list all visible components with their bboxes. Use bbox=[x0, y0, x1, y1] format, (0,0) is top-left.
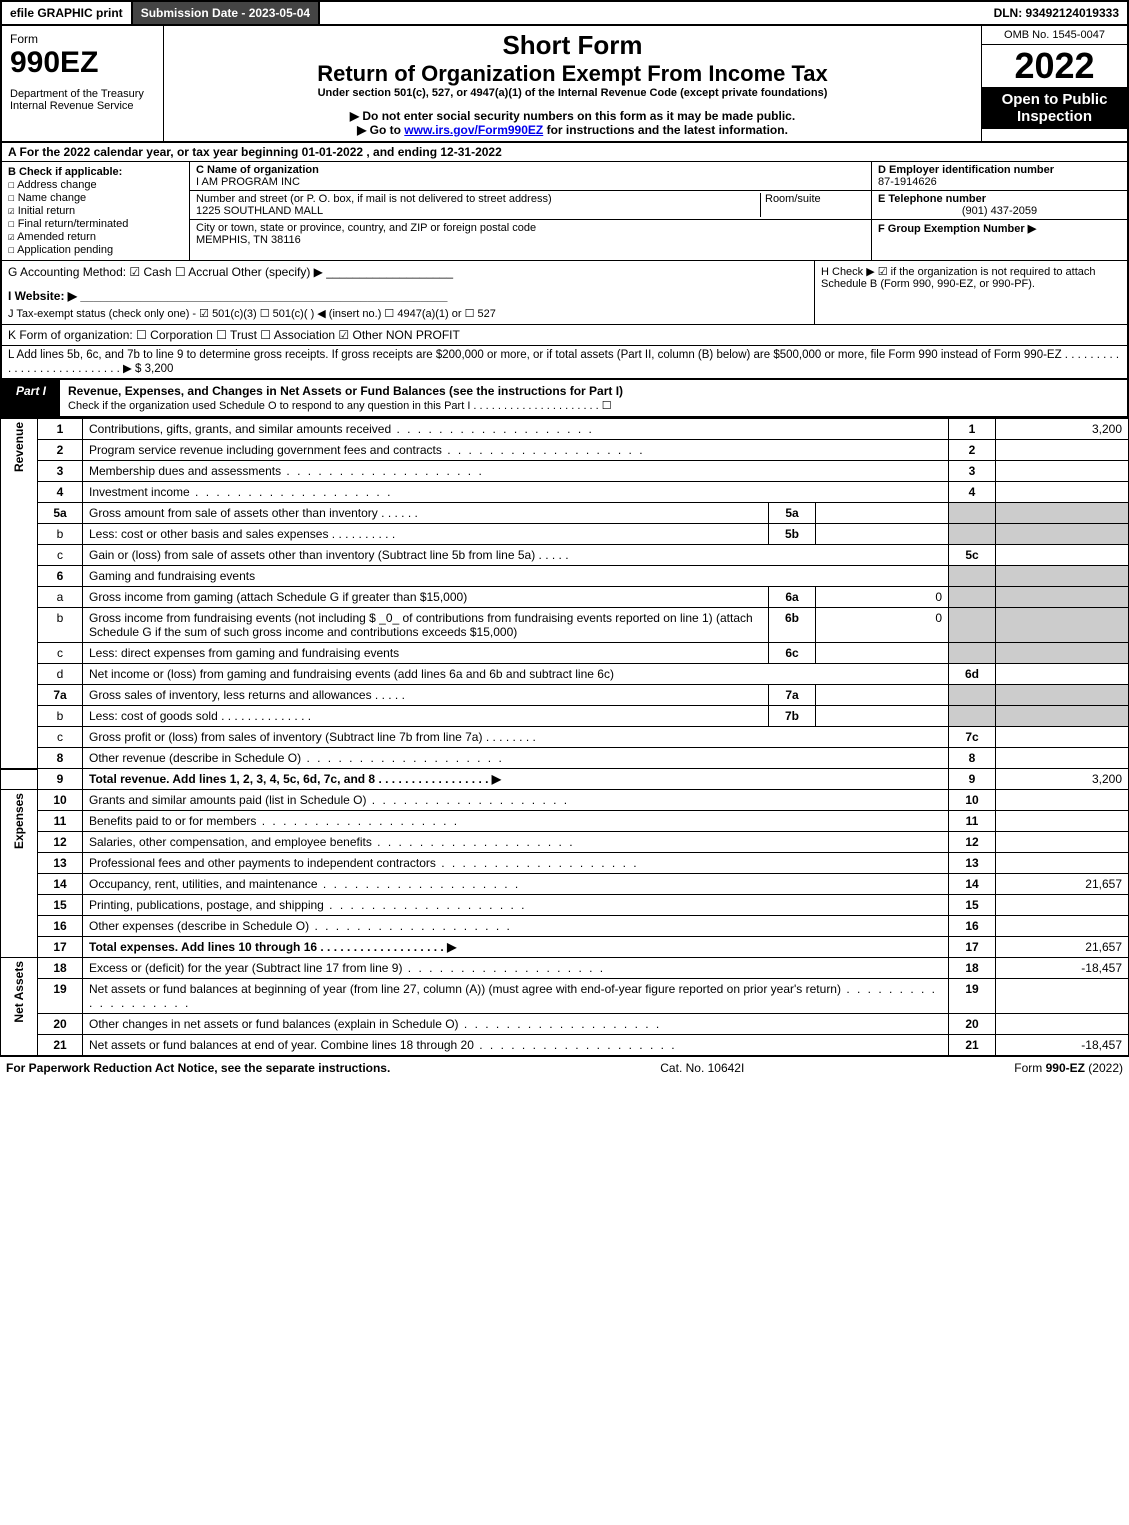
top-bar: efile GRAPHIC print Submission Date - 20… bbox=[0, 0, 1129, 26]
b-item-5: ☐ Application pending bbox=[8, 243, 183, 256]
line1-amount: 3,200 bbox=[996, 419, 1129, 440]
phone-value: (901) 437-2059 bbox=[878, 205, 1121, 217]
line-J: J Tax-exempt status (check only one) - ☑… bbox=[8, 307, 808, 320]
c-street-label: Number and street (or P. O. box, if mail… bbox=[196, 193, 760, 205]
tax-year: 2022 bbox=[982, 45, 1127, 87]
footer-right: Form 990-EZ (2022) bbox=[1014, 1061, 1123, 1075]
line17-amount: 21,657 bbox=[996, 937, 1129, 958]
omb-number: OMB No. 1545-0047 bbox=[982, 26, 1127, 45]
section-B: B Check if applicable: ☐ Address change … bbox=[2, 162, 190, 260]
d-label: D Employer identification number bbox=[878, 164, 1121, 176]
gh-block: G Accounting Method: ☑ Cash ☐ Accrual Ot… bbox=[0, 261, 1129, 325]
section-DEF: D Employer identification number 87-1914… bbox=[871, 162, 1127, 260]
expenses-label: Expenses bbox=[1, 790, 38, 958]
main-title: Return of Organization Exempt From Incom… bbox=[172, 61, 973, 87]
short-form-title: Short Form bbox=[172, 30, 973, 61]
e-label: E Telephone number bbox=[878, 193, 1121, 205]
do-not-ssn: ▶ Do not enter social security numbers o… bbox=[172, 109, 973, 123]
efile-label: efile GRAPHIC print bbox=[2, 2, 133, 24]
top-spacer bbox=[320, 2, 985, 24]
line-G: G Accounting Method: ☑ Cash ☐ Accrual Ot… bbox=[8, 265, 808, 279]
line-K: K Form of organization: ☐ Corporation ☐ … bbox=[0, 325, 1129, 346]
identity-block: B Check if applicable: ☐ Address change … bbox=[0, 162, 1129, 261]
open-to-public: Open to Public Inspection bbox=[982, 87, 1127, 129]
line9-amount: 3,200 bbox=[996, 769, 1129, 790]
f-label: F Group Exemption Number ▶ bbox=[878, 223, 1036, 235]
c-name-label: C Name of organization bbox=[196, 164, 865, 176]
goto-pre: ▶ Go to bbox=[357, 123, 404, 137]
header-right: OMB No. 1545-0047 2022 Open to Public In… bbox=[981, 26, 1127, 141]
part1-tab: Part I bbox=[2, 380, 60, 416]
ein-value: 87-1914626 bbox=[878, 176, 1121, 188]
b-title: B Check if applicable: bbox=[8, 166, 183, 178]
netassets-label: Net Assets bbox=[1, 958, 38, 1056]
header-center: Short Form Return of Organization Exempt… bbox=[164, 26, 981, 141]
section-C: C Name of organization I AM PROGRAM INC … bbox=[190, 162, 871, 260]
footer-left: For Paperwork Reduction Act Notice, see … bbox=[6, 1061, 390, 1075]
part1-title: Revenue, Expenses, and Changes in Net As… bbox=[60, 380, 1127, 416]
goto-link[interactable]: www.irs.gov/Form990EZ bbox=[404, 123, 543, 137]
irs-label: Internal Revenue Service bbox=[10, 100, 155, 112]
part1-header: Part I Revenue, Expenses, and Changes in… bbox=[0, 379, 1129, 418]
b-item-2: ☑ Initial return bbox=[8, 204, 183, 217]
org-city: MEMPHIS, TN 38116 bbox=[196, 234, 865, 246]
goto-line: ▶ Go to www.irs.gov/Form990EZ for instru… bbox=[172, 123, 973, 137]
footer-mid: Cat. No. 10642I bbox=[660, 1061, 744, 1075]
b-item-3: ☐ Final return/terminated bbox=[8, 217, 183, 230]
org-name: I AM PROGRAM INC bbox=[196, 176, 865, 188]
b-item-1: ☐ Name change bbox=[8, 191, 183, 204]
line-L: L Add lines 5b, 6c, and 7b to line 9 to … bbox=[0, 346, 1129, 379]
submission-date: Submission Date - 2023-05-04 bbox=[133, 2, 320, 24]
room-suite-label: Room/suite bbox=[765, 193, 865, 205]
part1-check: Check if the organization used Schedule … bbox=[68, 400, 612, 412]
form-number: 990EZ bbox=[10, 46, 155, 80]
revenue-label: Revenue bbox=[1, 419, 38, 769]
c-city-label: City or town, state or province, country… bbox=[196, 222, 865, 234]
line-A: A For the 2022 calendar year, or tax yea… bbox=[0, 143, 1129, 162]
line21-amount: -18,457 bbox=[996, 1035, 1129, 1056]
b-item-0: ☐ Address change bbox=[8, 178, 183, 191]
dept-treasury: Department of the Treasury bbox=[10, 88, 155, 100]
form-header: Form 990EZ Department of the Treasury In… bbox=[0, 26, 1129, 143]
line-H: H Check ▶ ☑ if the organization is not r… bbox=[814, 261, 1127, 324]
page-footer: For Paperwork Reduction Act Notice, see … bbox=[0, 1056, 1129, 1079]
header-left: Form 990EZ Department of the Treasury In… bbox=[2, 26, 164, 141]
b-item-4: ☑ Amended return bbox=[8, 230, 183, 243]
dln-label: DLN: 93492124019333 bbox=[986, 2, 1127, 24]
under-section: Under section 501(c), 527, or 4947(a)(1)… bbox=[172, 87, 973, 99]
line14-amount: 21,657 bbox=[996, 874, 1129, 895]
financial-table: Revenue 1 Contributions, gifts, grants, … bbox=[0, 418, 1129, 1056]
form-word: Form bbox=[10, 32, 155, 46]
line18-amount: -18,457 bbox=[996, 958, 1129, 979]
line-I: I Website: ▶ ___________________________… bbox=[8, 289, 808, 303]
goto-post: for instructions and the latest informat… bbox=[543, 123, 788, 137]
org-street: 1225 SOUTHLAND MALL bbox=[196, 205, 760, 217]
